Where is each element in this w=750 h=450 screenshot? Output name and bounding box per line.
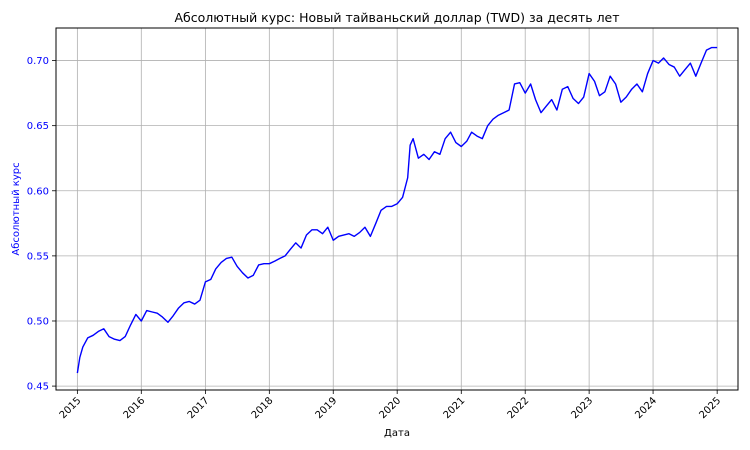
series-line xyxy=(76,46,718,374)
y-tick-label: 0.45 xyxy=(27,382,49,393)
x-axis-title: Дата xyxy=(384,428,410,439)
x-tick-label: 2015 xyxy=(58,395,84,421)
x-tick-label: 2023 xyxy=(569,395,595,421)
x-tick-label: 2016 xyxy=(122,395,148,421)
x-axis-ticks: 2015 2016 2017 2018 2019 2020 2021 2022 2023 2024… xyxy=(58,390,724,421)
y-axis-ticks: 0.45 0.50 0.55 0.60 0.65 0.70 xyxy=(27,56,56,393)
x-tick-label: 2025 xyxy=(698,395,724,421)
y-tick-label: 0.70 xyxy=(27,56,49,67)
series-layer xyxy=(76,46,718,374)
y-tick-label: 0.65 xyxy=(27,121,49,132)
x-tick-label: 2019 xyxy=(314,395,340,421)
y-tick-label: 0.60 xyxy=(27,186,49,197)
grid-layer xyxy=(56,28,738,390)
y-tick-label: 0.55 xyxy=(27,251,49,262)
chart-title: Абсолютный курс: Новый тайваньский долла… xyxy=(174,10,619,25)
x-tick-label: 2018 xyxy=(250,395,276,421)
x-tick-label: 2021 xyxy=(442,395,468,421)
x-tick-label: 2024 xyxy=(633,395,659,421)
y-tick-label: 0.50 xyxy=(27,316,49,327)
y-axis-title: Абсолютный курс xyxy=(11,162,22,255)
x-tick-label: 2017 xyxy=(186,395,212,421)
x-tick-label: 2022 xyxy=(506,395,532,421)
x-tick-label: 2020 xyxy=(378,395,404,421)
